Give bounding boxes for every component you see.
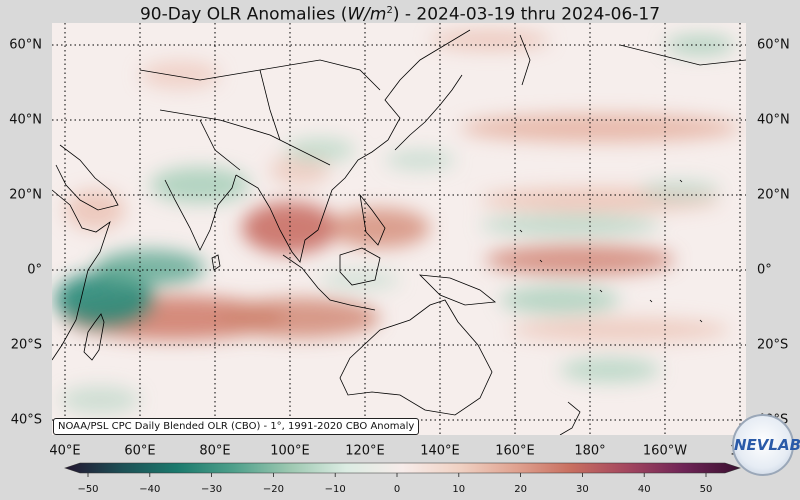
latitude-label: 0° xyxy=(27,263,42,278)
colorbar-tick-label: −10 xyxy=(325,484,346,495)
colorbar-tick-label: 0 xyxy=(394,484,400,495)
latitude-label: 60°N xyxy=(9,38,42,53)
title-unit: W/m xyxy=(347,4,387,25)
longitude-label: 40°E xyxy=(49,444,80,459)
colorbar-tick-label: 20 xyxy=(514,484,527,495)
longitude-label: 120°E xyxy=(345,444,385,459)
longitude-label: 80°E xyxy=(199,444,230,459)
colorbar-tick-label: 40 xyxy=(638,484,651,495)
colorbar-tick-label: 50 xyxy=(700,484,713,495)
latitude-label: 20°S xyxy=(757,338,788,353)
title-unit-exponent: 2 xyxy=(386,5,393,16)
longitude-label: 60°E xyxy=(124,444,155,459)
colorbar-bar xyxy=(64,462,741,474)
longitude-label: 180° xyxy=(574,444,605,459)
latitude-label: 40°N xyxy=(757,113,790,128)
lab-logo-text: NEVLAB xyxy=(734,436,800,454)
colorbar: −50 −40 −30 −20 −10 0 10 20 30 40 50 xyxy=(64,462,741,495)
title-prefix: 90-Day OLR Anomalies ( xyxy=(139,4,348,25)
longitude-labels: 40°E 60°E 80°E 100°E 120°E 140°E 160°E 180° 160°… xyxy=(49,444,746,459)
source-note: NOAA/PSL CPC Daily Blended OLR (CBO) - 1… xyxy=(53,418,420,435)
latitude-label: 60°N xyxy=(757,38,790,53)
colorbar-tick-label: −40 xyxy=(139,484,160,495)
latitude-label: 20°N xyxy=(9,188,42,203)
colorbar-ticks: −50 −40 −30 −20 −10 0 10 20 30 40 50 xyxy=(77,473,712,495)
longitude-label: 140°E xyxy=(420,444,460,459)
colorbar-tick-label: −20 xyxy=(263,484,284,495)
colorbar-tick-label: 10 xyxy=(452,484,465,495)
colorbar-tick-label: −30 xyxy=(201,484,222,495)
title-suffix: ) - 2024-03-19 thru 2024-06-17 xyxy=(392,4,661,25)
longitude-label: 160°W xyxy=(643,444,687,459)
latitude-label: 20°N xyxy=(757,188,790,203)
latitude-labels-right: 60°N40°N20°N0°20°S40°S xyxy=(757,38,790,428)
latitude-label: 0° xyxy=(757,263,772,278)
colorbar-tick-label: −50 xyxy=(77,484,98,495)
coastlines xyxy=(52,29,746,435)
latitude-label: 20°S xyxy=(11,338,42,353)
colorbar-tick-label: 30 xyxy=(576,484,589,495)
longitude-label: 160°E xyxy=(495,444,535,459)
map-title: 90-Day OLR Anomalies (W/m2) - 2024-03-19… xyxy=(0,0,800,25)
longitude-label: 100°E xyxy=(270,444,310,459)
lab-logo: NEVLAB xyxy=(732,414,800,476)
latitude-label: 40°N xyxy=(9,113,42,128)
latitude-labels-left: 60°N 40°N 20°N 0° 20°S 40°S xyxy=(9,38,42,428)
latitude-label: 40°S xyxy=(11,413,42,428)
olr-anomaly-field xyxy=(55,30,740,414)
